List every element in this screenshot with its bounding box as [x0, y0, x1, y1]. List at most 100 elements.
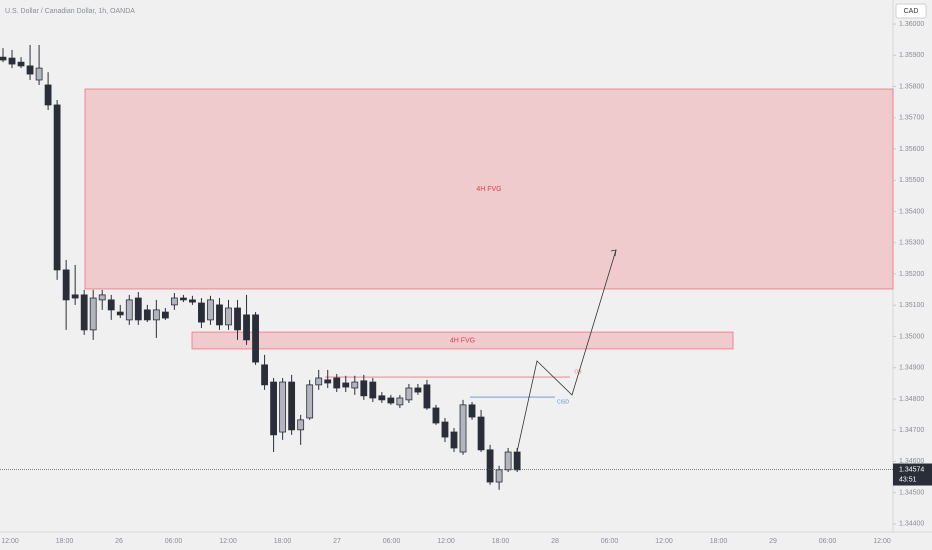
level-label: CISD — [557, 399, 569, 405]
candle-body — [17, 61, 25, 67]
y-tick-label: 1.35700 — [899, 115, 924, 122]
candle-body — [351, 381, 359, 389]
currency-label[interactable]: CAD — [904, 8, 919, 15]
candle-body — [234, 307, 241, 331]
y-tick-label: 1.35400 — [899, 208, 924, 215]
x-tick-label: 12:00 — [655, 538, 673, 545]
candle-body — [225, 307, 232, 326]
candle-body — [459, 404, 467, 453]
x-tick-label: 27 — [333, 538, 341, 545]
candle-body — [107, 299, 115, 311]
x-tick-label: 18:00 — [492, 538, 510, 545]
candle-body — [423, 384, 431, 409]
candle-body — [179, 297, 187, 301]
candle-body — [333, 377, 341, 389]
candle-body — [468, 404, 476, 418]
x-tick-label: 06:00 — [601, 538, 619, 545]
x-tick-label: 12:00 — [219, 538, 237, 545]
fvg-zone — [191, 331, 734, 350]
candle-body — [207, 299, 214, 321]
candle-body — [315, 377, 323, 386]
currency-button[interactable] — [895, 3, 927, 19]
candle-body — [360, 380, 368, 397]
candle-body — [432, 407, 440, 424]
y-tick-label: 1.35800 — [899, 83, 924, 90]
candle-body — [288, 381, 296, 431]
y-tick-label: 1.35200 — [899, 271, 924, 278]
projection-path — [516, 249, 617, 453]
fvg-label: 4H FVG — [476, 186, 501, 193]
fvg-label: 4H FVG — [450, 337, 475, 344]
candle-body — [252, 314, 259, 363]
x-tick-label: 26 — [115, 538, 123, 545]
candle-body — [35, 67, 43, 81]
x-tick-label: 12:00 — [1, 538, 19, 545]
projection-arrowhead — [610, 249, 617, 257]
candle-body — [125, 299, 133, 321]
y-tick-label: 1.35500 — [899, 177, 924, 184]
candle-body — [504, 451, 512, 471]
candle-body — [297, 419, 305, 431]
y-tick-label: 1.35900 — [899, 52, 924, 59]
candle-body — [486, 449, 494, 483]
last-price-box — [893, 463, 932, 486]
last-price-label: 1.34574 — [899, 466, 924, 473]
candle-body — [270, 381, 278, 436]
candle-body — [116, 311, 124, 316]
candle-body — [450, 431, 458, 449]
fvg-zone — [84, 88, 894, 290]
plot: 4H FVG 4H FVG OB CISD — [0, 44, 894, 490]
candle-body — [324, 379, 332, 384]
level-label: OB — [574, 369, 582, 375]
candle-body — [161, 311, 169, 319]
x-tick-label: 28 — [551, 538, 559, 545]
chart-title: U.S. Dollar / Canadian Dollar, 1h, OANDA — [5, 8, 135, 15]
candle-body — [134, 297, 142, 321]
candle-body — [279, 381, 287, 433]
candle-body — [387, 397, 395, 404]
y-tick-label: 1.34700 — [899, 427, 924, 434]
candle-body — [26, 65, 34, 75]
candle-body — [216, 304, 223, 326]
candle-body — [53, 104, 61, 271]
x-tick-label: 18:00 — [274, 538, 292, 545]
y-tick-label: 1.34900 — [899, 365, 924, 372]
candle-body — [8, 57, 16, 65]
candle-body — [98, 294, 106, 301]
candle-body — [414, 387, 422, 393]
x-tick-label: 12:00 — [873, 538, 891, 545]
y-tick-label: 1.35000 — [899, 333, 924, 340]
y-tick-label: 1.35300 — [899, 240, 924, 247]
candle-body — [0, 56, 7, 61]
y-tick-label: 1.36000 — [899, 21, 924, 28]
candle-body — [477, 416, 485, 451]
x-tick-label: 06:00 — [165, 538, 183, 545]
candle-body — [80, 294, 88, 331]
candle-body — [170, 297, 178, 306]
x-tick-label: 18:00 — [710, 538, 728, 545]
candle-body — [89, 297, 97, 331]
y-tick-label: 1.35100 — [899, 302, 924, 309]
x-tick-label: 29 — [769, 538, 777, 545]
x-tick-label: 06:00 — [819, 538, 837, 545]
candle-body — [405, 387, 413, 401]
candle-body — [71, 294, 79, 299]
candle-body — [261, 364, 268, 386]
y-tick-label: 1.34600 — [899, 458, 924, 465]
y-tick-label: 1.35600 — [899, 146, 924, 153]
candle-body — [396, 397, 404, 406]
x-tick-label: 12:00 — [437, 538, 455, 545]
candle-body — [152, 309, 160, 321]
candle-body — [189, 299, 196, 303]
candle-body — [369, 381, 377, 399]
candle-body — [306, 384, 314, 419]
y-tick-label: 1.34400 — [899, 521, 924, 528]
candle-body — [243, 314, 250, 341]
y-tick-label: 1.34800 — [899, 396, 924, 403]
candle-body — [44, 84, 52, 106]
x-tick-label: 06:00 — [383, 538, 401, 545]
y-tick-label: 1.34500 — [899, 489, 924, 496]
candle-body — [441, 421, 449, 438]
